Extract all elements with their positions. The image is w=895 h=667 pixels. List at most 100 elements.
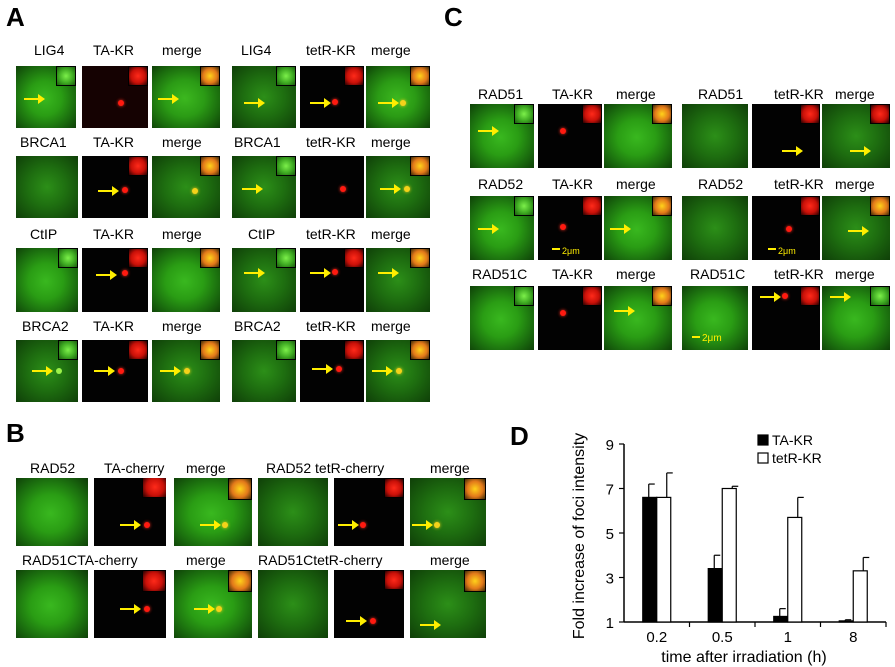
micrograph-c-rad51-merge-2 [822,104,890,168]
micrograph-a-brca2-ta-kr [82,340,148,402]
micrograph-c-rad51c-ta-kr [538,286,602,350]
label-b-r2-c2: merge [186,552,226,568]
micrograph-a-brca1 [16,156,78,218]
micrograph-a-ctip-ta-kr [82,248,148,312]
label-a-r1-c6: merge [371,42,411,58]
legend-label-ta-kr: TA-KR [772,432,813,448]
label-a-r2-c1: BRCA1 [20,134,67,150]
bar-tetr-kr-0.2 [656,496,672,623]
bar-ta-kr-1 [773,615,789,623]
micrograph-c-rad51 [470,104,534,168]
micrograph-b-rad51c-ta-cherry [94,570,166,638]
label-c-r1-c5: tetR-KR [774,86,824,102]
micrograph-c-rad52-tetr-kr: 2μm [752,196,820,260]
bar-tetr-kr-8 [852,570,868,623]
micrograph-a-brca2-merge-2 [366,340,430,402]
label-b-r2-c4: merge [430,552,470,568]
micrograph-b-ta-cherry [94,478,166,546]
label-a-r3-c5: tetR-KR [306,226,356,242]
y-tick-label: 1 [606,615,614,632]
micrograph-c-rad51-ta-kr [538,104,602,168]
micrograph-c-rad51-tetr-kr [752,104,820,168]
micrograph-a-brca2-tetr-kr [300,340,364,402]
label-a-r4-c2: TA-KR [93,318,134,334]
micrograph-a-merge [152,66,220,128]
bar-tetr-kr-1 [787,516,803,623]
label-c-r1-c6: merge [835,86,875,102]
label-a-r2-c3: merge [162,134,202,150]
label-c-r2-c5: tetR-KR [774,176,824,192]
label-b-r1-c2: TA-cherry [104,460,165,476]
label-a-r1-c2: TA-KR [93,42,134,58]
micrograph-c-rad52-merge [604,196,672,260]
label-a-r3-c2: TA-KR [93,226,134,242]
x-tick-label: 1 [784,629,792,646]
label-a-r1-c4: LIG4 [241,42,272,58]
micrograph-a-brca1-ta-kr [82,156,148,218]
bar-tetr-kr-0.5 [721,487,737,623]
micrograph-c-rad51c-2: 2μm [682,286,748,350]
micrograph-b-merge-2 [410,478,486,546]
micrograph-a-tetr-kr [300,66,364,128]
micrograph-b-rad51c-merge [174,570,252,638]
label-a-r2-c5: tetR-KR [306,134,356,150]
micrograph-a-brca2-2 [232,340,296,402]
label-a-r1-c3: merge [162,42,202,58]
label-c-r1-c3: merge [616,86,656,102]
y-tick-label: 9 [606,437,614,454]
label-a-r1-c5: tetR-KR [306,42,356,58]
y-tick-label: 5 [606,526,614,543]
y-tick-label: 3 [606,571,614,588]
legend-swatch-tetr-kr [757,452,769,464]
micrograph-a-lig4 [16,66,76,128]
panel-letter-a: A [6,2,25,32]
micrograph-b-rad52-2 [258,478,328,546]
micrograph-a-merge-2 [366,66,430,128]
label-c-r2-c4: RAD52 [698,176,744,192]
label-c-r2-c1: RAD52 [478,176,524,192]
micrograph-c-rad51-2 [682,104,748,168]
label-b-r2-c1: RAD51CTA-cherry [22,552,138,568]
label-a-r2-c4: BRCA1 [234,134,281,150]
label-c-r3-c4: RAD51C [690,266,746,282]
micrograph-a-ctip-tetr-kr [300,248,364,312]
micrograph-a-ta-kr [82,66,148,128]
label-c-r3-c3: merge [616,266,656,282]
label-b-r1-c1: RAD52 [30,460,76,476]
label-c-r3-c5: tetR-KR [774,266,824,282]
label-a-r4-c5: tetR-KR [306,318,356,334]
micrograph-b-rad51c-merge-2 [410,570,486,638]
micrograph-b-rad51c [16,570,88,638]
micrograph-c-rad52 [470,196,534,260]
bar-chart: 1 3 5 7 9 0.2 0.5 1 8 TA-KR tetR-KR Fold increase… [571,432,887,666]
label-a-r4-c3: merge [162,318,202,334]
label-c-r3-c1: RAD51C [472,266,528,282]
micrograph-c-rad52-merge-2 [822,196,890,260]
panel-letter-c: C [444,2,463,32]
label-a-r4-c6: merge [371,318,411,334]
bar-ta-kr-0.2 [642,496,658,623]
label-c-r2-c3: merge [616,176,656,192]
micrograph-b-rad51c-2 [258,570,328,638]
label-b-r1-c3: merge [186,460,226,476]
panel-letter-b: B [6,418,25,448]
legend-label-tetr-kr: tetR-KR [772,450,822,466]
label-b-r1-c4: RAD52 tetR-cherry [266,460,385,476]
label-b-r1-c5: merge [430,460,470,476]
label-a-r2-c2: TA-KR [93,134,134,150]
label-c-r1-c2: TA-KR [552,86,593,102]
bar-ta-kr-0.5 [707,568,723,623]
label-a-r4-c4: BRCA2 [234,318,281,334]
label-c-r1-c1: RAD51 [478,86,524,102]
bar-ta-kr-8 [838,620,854,623]
micrograph-b-rad51c-tetr-cherry [334,570,404,638]
x-axis-label: time after irradiation (h) [661,649,826,666]
micrograph-c-rad52-ta-kr: 2μm [538,196,602,260]
y-tick-label: 7 [606,482,614,499]
label-c-r2-c2: TA-KR [552,176,593,192]
label-c-r3-c6: merge [835,266,875,282]
micrograph-a-ctip-merge [152,248,220,312]
x-tick-label: 0.2 [646,629,667,646]
label-a-r3-c1: CtIP [30,226,58,242]
